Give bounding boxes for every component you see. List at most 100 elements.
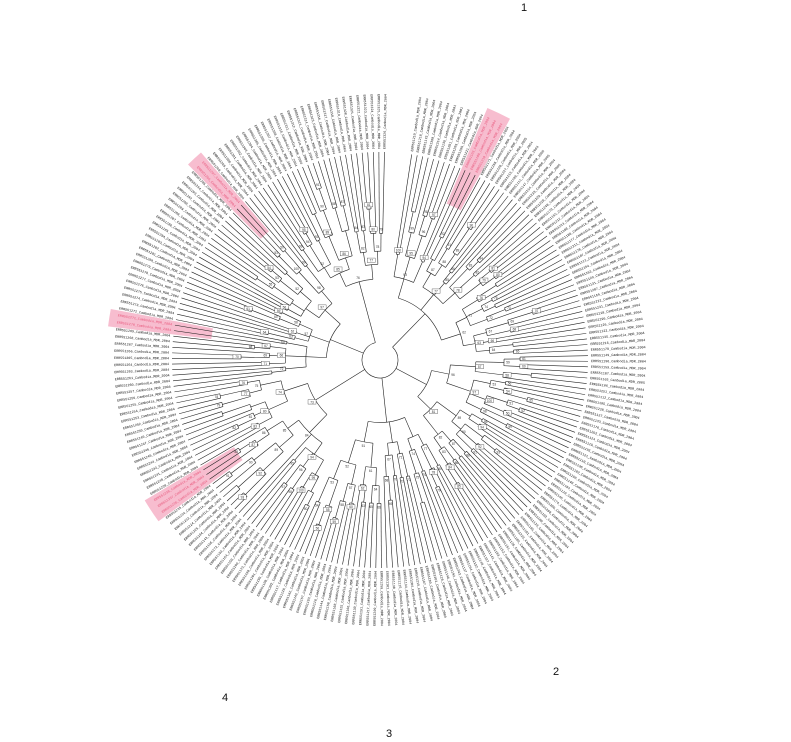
support-box — [519, 363, 529, 369]
tree-branch — [435, 487, 464, 551]
support-value: 64 — [374, 488, 378, 492]
tip-label: ERR551138_Cambodia_MDR_2004 — [390, 570, 398, 625]
tree-branch — [309, 414, 328, 433]
tree-branch — [315, 459, 324, 475]
tree-branch — [185, 409, 252, 436]
tip-label: ERR551149_Cambodia_MDR_2004 — [591, 352, 646, 358]
tree-branch — [466, 451, 524, 512]
support-box — [367, 257, 376, 263]
tree-branch — [266, 420, 283, 432]
tree-branch — [314, 442, 323, 455]
tree-branch — [324, 267, 331, 279]
tree-branch — [431, 370, 450, 375]
tree-arc — [489, 380, 492, 387]
tree-branch — [512, 333, 587, 344]
tree-branch — [277, 178, 308, 233]
tree-arc — [506, 399, 509, 406]
tree-branch — [423, 170, 466, 263]
support-value: 57 — [349, 486, 353, 490]
support-box — [470, 389, 479, 395]
tree-branch — [439, 172, 471, 237]
tree-branch — [417, 396, 431, 410]
tree-branch — [189, 276, 281, 317]
support-value: 86 — [342, 252, 346, 256]
tree-branch — [184, 287, 252, 313]
support-value: 63 — [361, 504, 365, 508]
support-box — [364, 202, 373, 208]
tree-branch — [260, 380, 282, 386]
tree-branch — [204, 247, 256, 281]
tree-arc — [456, 423, 466, 435]
tree-branch — [172, 358, 241, 360]
support-value: 99 — [410, 227, 414, 231]
tree-arc — [413, 472, 419, 475]
tree-branch — [309, 525, 322, 557]
tree-branch — [433, 467, 474, 547]
tree-branch — [503, 413, 571, 443]
tip-label: ERR551135_Cambodia_MDR_2004 — [590, 331, 645, 342]
support-value: 84 — [479, 257, 483, 261]
support-value: 75 — [416, 475, 420, 479]
tree-branch — [477, 426, 553, 478]
tree-branch — [392, 475, 405, 567]
support-value: 73 — [407, 478, 411, 482]
support-value: 51 — [362, 444, 366, 448]
tip-label: ERR551326_Cambodia_MDR_2004 — [382, 94, 388, 149]
tree-branch — [287, 173, 321, 240]
support-value: 89 — [458, 416, 462, 420]
tree-arc — [277, 254, 281, 258]
tree-branch — [502, 377, 586, 390]
tree-branch — [173, 370, 272, 382]
support-value: 91 — [316, 183, 320, 187]
support-value: 84 — [354, 226, 358, 230]
support-value: 68 — [513, 328, 517, 332]
support-value: 83 — [469, 264, 473, 268]
tree-branch — [174, 324, 287, 345]
tree-branch — [265, 489, 295, 534]
support-value: 50 — [304, 507, 308, 511]
support-box — [256, 470, 265, 476]
tree-branch — [425, 218, 433, 238]
tip-label: ERR551106_Cambodia_MDR_2004 — [589, 382, 644, 393]
tree-branch — [434, 177, 481, 261]
tree-branch — [335, 500, 341, 519]
support-value: 75 — [494, 296, 498, 300]
support-value: 50 — [506, 411, 510, 415]
tree-branch — [237, 417, 256, 427]
tree-arc — [468, 413, 473, 419]
tree-branch — [256, 433, 270, 443]
tree-branch — [405, 476, 427, 563]
tree-branch — [454, 484, 488, 539]
support-value: 100 — [487, 399, 493, 403]
support-value: 61 — [369, 469, 373, 473]
tree-branch — [407, 438, 413, 451]
support-value: 75 — [255, 384, 259, 388]
root-branch — [395, 368, 427, 385]
support-value: 87 — [251, 443, 255, 447]
support-box — [307, 399, 317, 405]
tree-arc — [282, 420, 294, 436]
support-value: 98 — [424, 210, 428, 214]
tree-branch — [323, 159, 338, 208]
tree-branch — [445, 253, 456, 268]
support-box — [406, 250, 416, 256]
tree-branch — [430, 237, 442, 259]
tree-branch — [209, 444, 259, 480]
tip-label: ERR551269_Cambodia_MDR_2004 — [115, 327, 170, 338]
tree-branch — [200, 427, 266, 466]
support-value: 82 — [475, 271, 479, 275]
tree-branch — [507, 312, 533, 321]
tree-branch — [475, 222, 537, 277]
highlight-band — [446, 107, 510, 211]
root-branch — [392, 313, 426, 348]
tree-branch — [345, 154, 359, 232]
tree-branch — [172, 352, 242, 356]
support-value: 82 — [439, 436, 443, 440]
tree-branch — [513, 338, 587, 347]
tree-branch — [509, 311, 583, 330]
tree-branch — [219, 462, 257, 493]
tree-branch — [484, 434, 549, 482]
region-label-3: 3 — [386, 728, 393, 740]
support-box — [323, 507, 332, 512]
